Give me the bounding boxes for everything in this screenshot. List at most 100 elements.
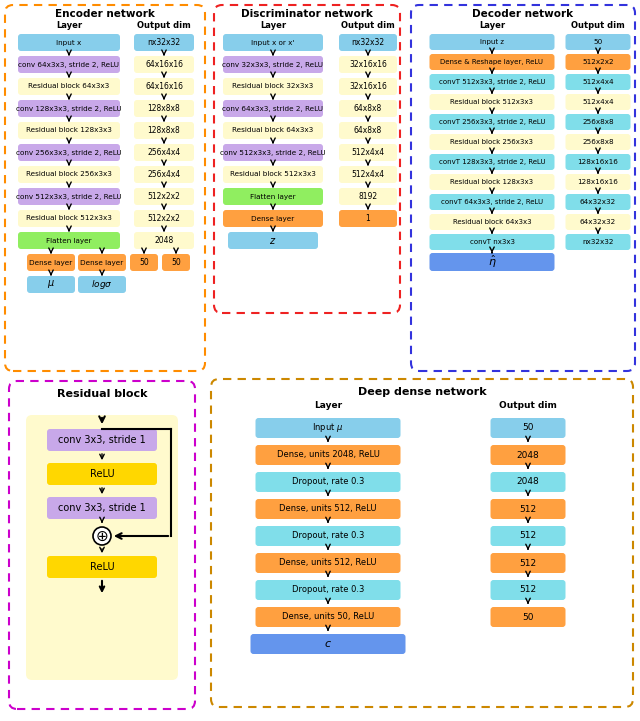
Text: Residual block 256x3x3: Residual block 256x3x3 — [451, 139, 534, 145]
FancyBboxPatch shape — [223, 34, 323, 51]
Text: 50: 50 — [139, 258, 149, 267]
Text: ReLU: ReLU — [90, 562, 115, 572]
FancyBboxPatch shape — [27, 254, 75, 271]
FancyBboxPatch shape — [47, 463, 157, 485]
Text: conv 64x3x3, stride 2, ReLU: conv 64x3x3, stride 2, ReLU — [223, 105, 323, 112]
Text: Residual block 512x3x3: Residual block 512x3x3 — [26, 216, 112, 221]
Text: conv 256x3x3, stride 2, ReLU: conv 256x3x3, stride 2, ReLU — [16, 149, 122, 156]
Text: Residual block 64x3x3: Residual block 64x3x3 — [28, 84, 109, 89]
Text: Dense layer: Dense layer — [252, 216, 294, 221]
Text: 256x4x4: 256x4x4 — [147, 170, 180, 179]
Text: 64x8x8: 64x8x8 — [354, 104, 382, 113]
FancyBboxPatch shape — [255, 418, 401, 438]
FancyBboxPatch shape — [223, 78, 323, 95]
FancyBboxPatch shape — [566, 114, 630, 130]
FancyBboxPatch shape — [134, 122, 194, 139]
Text: Deep dense network: Deep dense network — [358, 387, 486, 397]
FancyBboxPatch shape — [490, 553, 566, 573]
FancyBboxPatch shape — [18, 166, 120, 183]
FancyBboxPatch shape — [255, 499, 401, 519]
FancyBboxPatch shape — [18, 56, 120, 73]
Text: Layer: Layer — [314, 400, 342, 410]
Text: Residual block 512x3x3: Residual block 512x3x3 — [230, 172, 316, 177]
FancyBboxPatch shape — [429, 34, 554, 50]
Text: conv 512x3x3, stride 2, ReLU: conv 512x3x3, stride 2, ReLU — [220, 149, 326, 156]
FancyBboxPatch shape — [134, 144, 194, 161]
FancyBboxPatch shape — [490, 445, 566, 465]
FancyBboxPatch shape — [429, 194, 554, 210]
FancyBboxPatch shape — [339, 210, 397, 227]
Text: 512x4x4: 512x4x4 — [582, 99, 614, 105]
Text: Discriminator network: Discriminator network — [241, 9, 373, 19]
Text: 128x16x16: 128x16x16 — [577, 179, 618, 185]
FancyBboxPatch shape — [134, 100, 194, 117]
Text: 50: 50 — [171, 258, 181, 267]
Text: 50: 50 — [593, 39, 603, 45]
Text: 32x16x16: 32x16x16 — [349, 82, 387, 91]
FancyBboxPatch shape — [429, 134, 554, 150]
FancyBboxPatch shape — [223, 210, 323, 227]
FancyBboxPatch shape — [223, 100, 323, 117]
FancyBboxPatch shape — [429, 54, 554, 70]
FancyBboxPatch shape — [134, 166, 194, 183]
FancyBboxPatch shape — [162, 254, 190, 271]
FancyBboxPatch shape — [566, 74, 630, 90]
FancyBboxPatch shape — [339, 100, 397, 117]
Text: Residual block 32x3x3: Residual block 32x3x3 — [232, 84, 314, 89]
Text: nx32x32: nx32x32 — [582, 239, 614, 245]
FancyBboxPatch shape — [429, 114, 554, 130]
Text: Dropout, rate 0.3: Dropout, rate 0.3 — [292, 531, 364, 541]
Circle shape — [93, 527, 111, 545]
Text: Layer: Layer — [56, 20, 82, 30]
Text: 32x16x16: 32x16x16 — [349, 60, 387, 69]
FancyBboxPatch shape — [339, 144, 397, 161]
Text: Output dim: Output dim — [571, 20, 625, 30]
Text: Input x: Input x — [56, 40, 82, 45]
FancyBboxPatch shape — [223, 166, 323, 183]
Text: Residual block: Residual block — [57, 389, 147, 399]
FancyBboxPatch shape — [18, 188, 120, 205]
FancyBboxPatch shape — [255, 526, 401, 546]
FancyBboxPatch shape — [134, 188, 194, 205]
FancyBboxPatch shape — [255, 445, 401, 465]
Text: 50: 50 — [522, 613, 534, 622]
Text: Dense, units 512, ReLU: Dense, units 512, ReLU — [279, 559, 377, 567]
Text: 512x2x2: 512x2x2 — [582, 59, 614, 65]
FancyBboxPatch shape — [490, 526, 566, 546]
Text: nx32x32: nx32x32 — [147, 38, 180, 47]
FancyBboxPatch shape — [223, 144, 323, 161]
Text: Input x or x': Input x or x' — [252, 40, 295, 45]
FancyBboxPatch shape — [339, 78, 397, 95]
Text: Dropout, rate 0.3: Dropout, rate 0.3 — [292, 585, 364, 595]
Text: 512x4x4: 512x4x4 — [351, 170, 385, 179]
FancyBboxPatch shape — [566, 214, 630, 230]
FancyBboxPatch shape — [429, 234, 554, 250]
Text: 64x16x16: 64x16x16 — [145, 60, 183, 69]
FancyBboxPatch shape — [429, 174, 554, 190]
FancyBboxPatch shape — [339, 34, 397, 51]
Text: 2048: 2048 — [516, 451, 540, 459]
Text: 128x16x16: 128x16x16 — [577, 159, 618, 165]
FancyBboxPatch shape — [255, 553, 401, 573]
FancyBboxPatch shape — [566, 54, 630, 70]
Text: Residual block 512x3x3: Residual block 512x3x3 — [451, 99, 534, 105]
Text: Encoder network: Encoder network — [55, 9, 155, 19]
Text: 128x8x8: 128x8x8 — [148, 126, 180, 135]
FancyBboxPatch shape — [130, 254, 158, 271]
Text: Output dim: Output dim — [341, 20, 395, 30]
Text: $log\sigma$: $log\sigma$ — [91, 278, 113, 291]
Text: 2048: 2048 — [516, 477, 540, 487]
Text: conv 3x3, stride 1: conv 3x3, stride 1 — [58, 503, 146, 513]
Text: 512x4x4: 512x4x4 — [582, 79, 614, 85]
FancyBboxPatch shape — [429, 154, 554, 170]
Text: 1: 1 — [365, 214, 371, 223]
Text: convT 128x3x3, stride 2, ReLU: convT 128x3x3, stride 2, ReLU — [438, 159, 545, 165]
Text: nx32x32: nx32x32 — [351, 38, 385, 47]
Text: 64x32x32: 64x32x32 — [580, 219, 616, 225]
Text: Dense, units 2048, ReLU: Dense, units 2048, ReLU — [276, 451, 380, 459]
Text: conv 128x3x3, stride 2, ReLU: conv 128x3x3, stride 2, ReLU — [16, 105, 122, 112]
Text: 50: 50 — [522, 423, 534, 433]
FancyBboxPatch shape — [339, 56, 397, 73]
Text: convT nx3x3: convT nx3x3 — [470, 239, 515, 245]
FancyBboxPatch shape — [26, 415, 178, 680]
